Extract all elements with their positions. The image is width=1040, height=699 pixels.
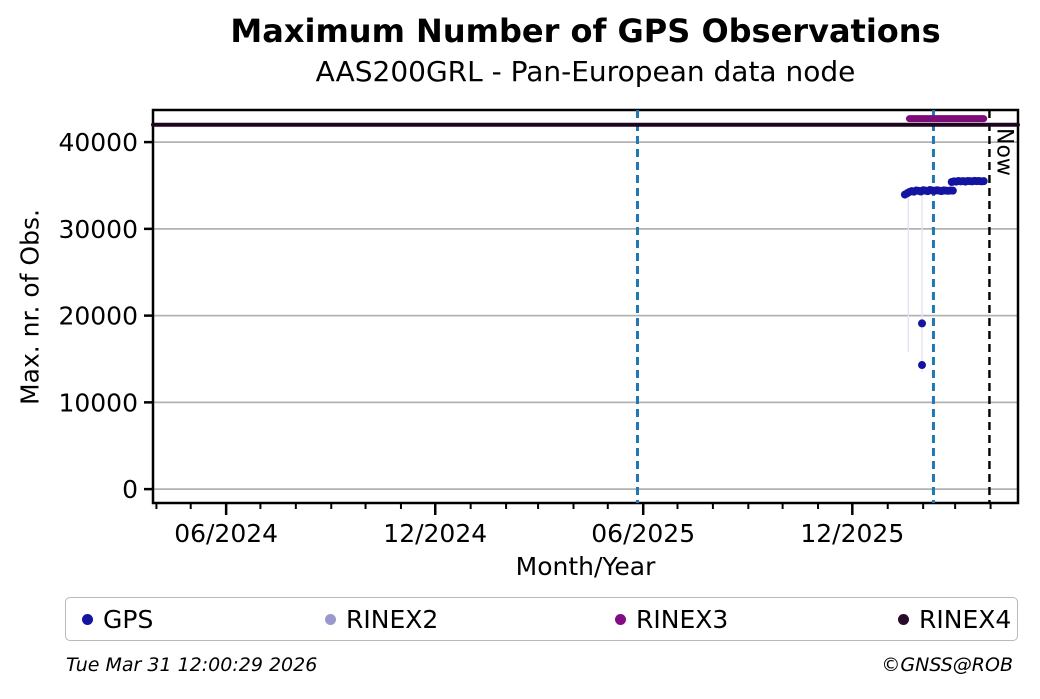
legend-label: RINEX4 [919,604,1012,634]
x-tick-label: 12/2025 [800,519,904,548]
rinex4-dot-icon [898,613,909,625]
x-tick-label: 06/2025 [591,519,695,548]
now-label: Now [991,128,1016,176]
legend-entry-rinex4: RINEX4 [898,598,1011,640]
legend-entry-rinex3: RINEX3 [615,598,728,640]
rinex3-dot-icon [615,613,626,625]
plot-timestamp: Tue Mar 31 12:00:29 2026 [66,654,318,676]
chart-subtitle: AAS200GRL - Pan-European data node [315,55,856,88]
y-tick-label: 0 [122,475,138,504]
y-tick-label: 40000 [58,128,138,157]
y-tick-label: 30000 [58,215,138,244]
copyright-credit: ©GNSS@ROB [881,654,1013,676]
legend-label: RINEX2 [346,604,439,634]
chart-title: Maximum Number of GPS Observations [230,12,941,50]
rinex2-dot-icon [325,613,336,625]
series-point-gps [948,186,957,195]
series-point-gps [979,177,988,186]
series-point-gps [918,319,927,328]
x-axis-label: Month/Year [515,552,656,581]
y-tick-label: 20000 [58,302,138,331]
series-point-gps [918,361,927,370]
legend-entry-gps: GPS [82,598,153,640]
legend-label: RINEX3 [636,604,729,634]
plot-frame [151,108,1020,505]
x-tick-label: 06/2024 [174,519,278,548]
legend-entry-rinex2: RINEX2 [325,598,438,640]
x-tick-label: 12/2024 [383,519,487,548]
legend: GPS RINEX2 RINEX3 RINEX4 [65,597,1018,641]
y-tick-label: 10000 [58,388,138,417]
legend-label: GPS [103,604,154,634]
gps-dot-icon [82,613,93,625]
